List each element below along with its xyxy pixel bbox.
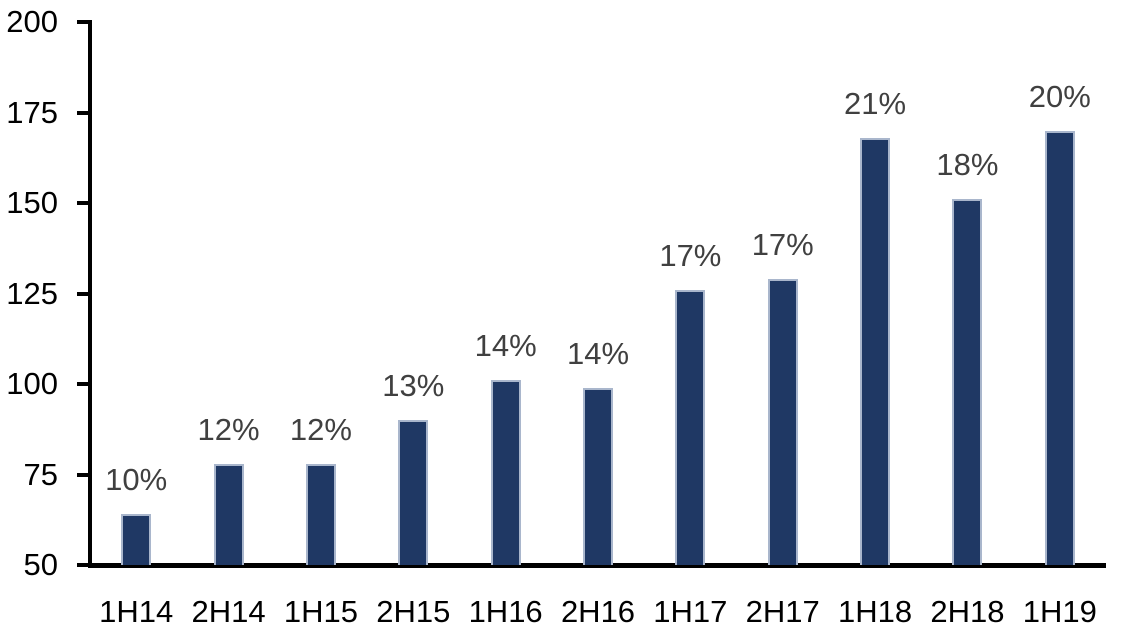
y-tick-label: 50: [23, 547, 58, 582]
bar-1h15: [305, 463, 336, 565]
y-tick-label: 175: [6, 94, 58, 130]
bar-1h18: [860, 137, 891, 565]
bar-value-label: 12%: [197, 411, 260, 447]
bar-2h16: [583, 387, 613, 565]
x-tick-label-2h16: 2H16: [560, 594, 636, 629]
x-tick-label-1h18: 1H18: [838, 594, 913, 629]
bar-1h19: [1044, 130, 1075, 565]
bar-value-label: 21%: [844, 85, 907, 121]
x-tick-label-1h14: 1H14: [99, 594, 174, 629]
bar-2h14: [213, 463, 244, 565]
y-tick-mark: [77, 382, 90, 386]
bar-value-label: 12%: [289, 411, 352, 447]
x-tick-label-2h14: 2H14: [191, 594, 266, 629]
y-tick-label: 125: [6, 275, 58, 311]
bar-value-label: 17%: [751, 227, 814, 263]
bar-value-label: 10%: [105, 462, 168, 498]
bar-2h15: [398, 420, 429, 565]
bar-value-label: 14%: [474, 328, 537, 364]
bar-value-label: 20%: [1028, 78, 1091, 114]
x-tick-label-1h17: 1H17: [653, 594, 728, 629]
y-tick-label: 200: [6, 4, 58, 39]
bar-value-label: 14%: [566, 335, 630, 371]
y-tick-mark: [77, 291, 90, 296]
y-axis-line: [88, 20, 92, 568]
x-axis-line: [88, 563, 1106, 568]
x-tick-label-1h16: 1H16: [468, 594, 543, 629]
x-tick-label-2h15: 2H15: [376, 594, 451, 629]
y-tick-mark: [77, 563, 90, 567]
bar-value-label: 18%: [936, 147, 999, 183]
y-tick-label: 150: [6, 185, 58, 220]
x-tick-label-2h18: 2H18: [930, 594, 1005, 629]
bar-1h17: [675, 289, 706, 565]
y-tick-mark: [77, 20, 90, 24]
bar-1h16: [490, 380, 521, 565]
y-tick-mark: [77, 201, 90, 205]
x-tick-label-2h17: 2H17: [745, 594, 820, 629]
bar-1h14: [121, 514, 152, 565]
bar-value-label: 17%: [659, 237, 722, 273]
x-tick-label-1h15: 1H15: [283, 594, 358, 629]
y-tick-mark: [77, 472, 90, 477]
x-tick-label-1h19: 1H19: [1022, 594, 1097, 629]
y-tick-label: 75: [23, 456, 58, 492]
y-tick-label: 100: [6, 366, 58, 401]
bar-2h18: [952, 199, 983, 565]
bar-2h17: [767, 279, 798, 565]
y-tick-mark: [77, 110, 90, 115]
bar-value-label: 13%: [382, 368, 445, 404]
